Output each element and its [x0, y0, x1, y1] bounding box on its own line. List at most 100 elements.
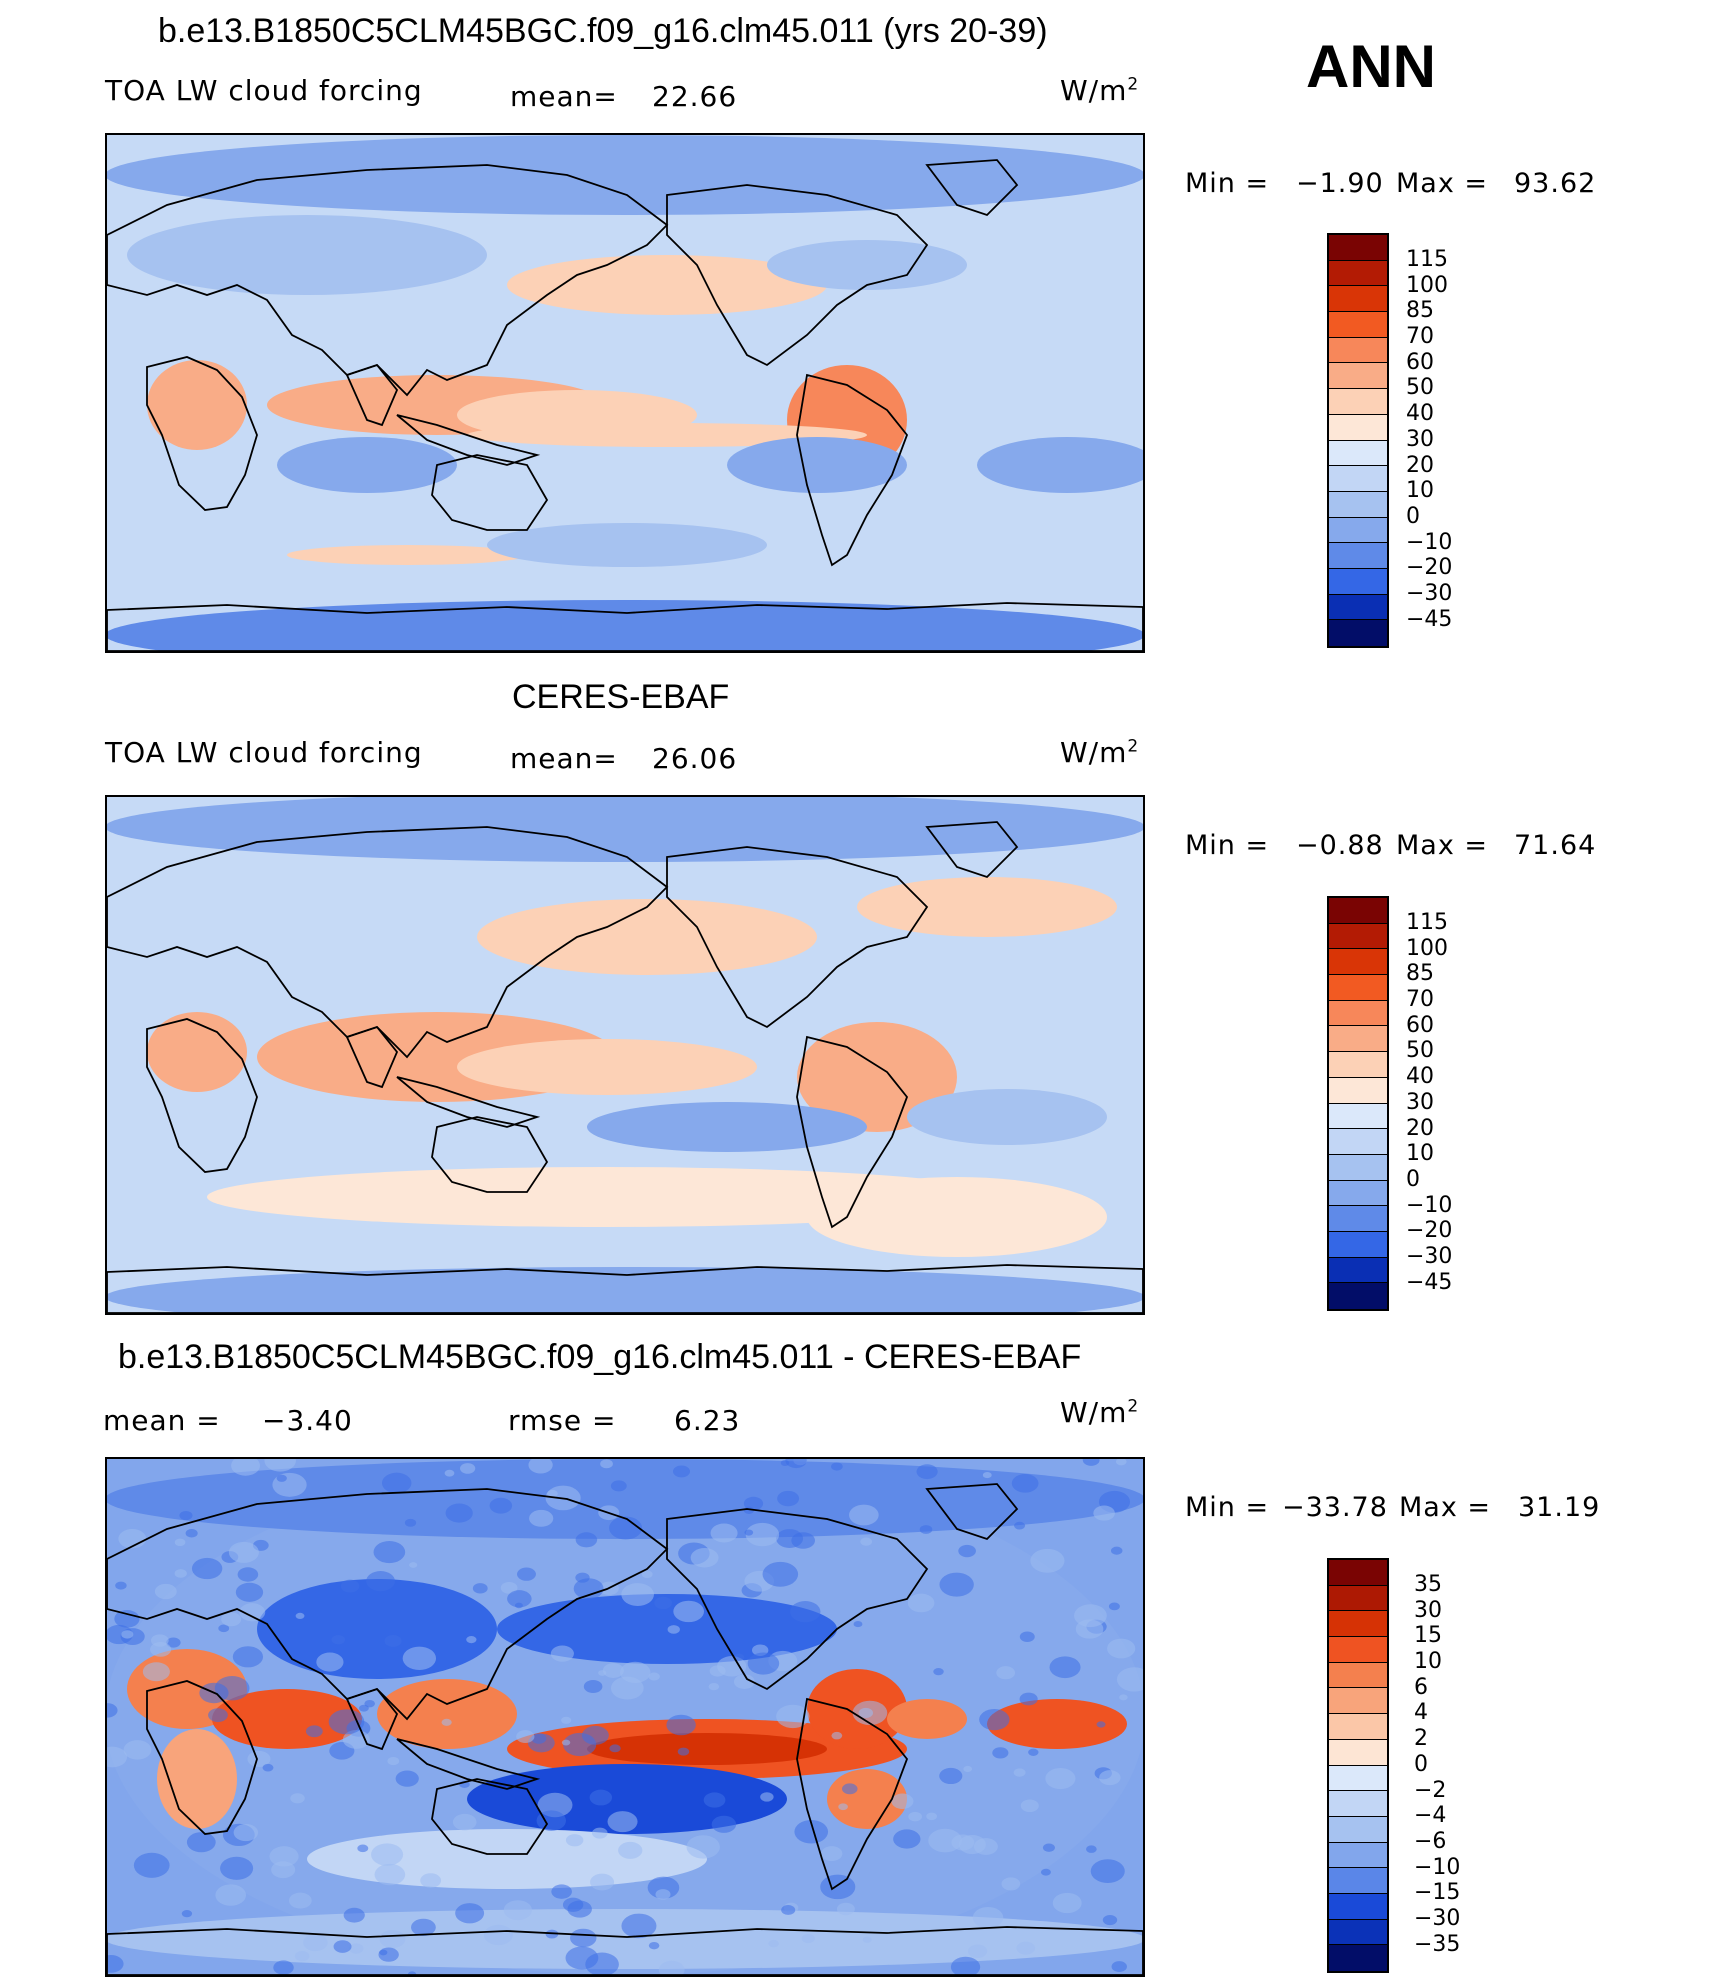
- field-contour: [1028, 1748, 1039, 1756]
- field-contour: [996, 1666, 1016, 1680]
- field-contour: [377, 1679, 517, 1749]
- field-contour: [231, 1459, 260, 1476]
- field-contour: [1020, 1799, 1039, 1813]
- field-contour: [838, 1803, 848, 1811]
- field-contour: [1030, 1548, 1065, 1573]
- field-contour: [887, 1699, 967, 1739]
- field-contour: [703, 1792, 726, 1808]
- colorbar-level-label: −45: [1406, 1269, 1453, 1295]
- panel1-max-value: 93.62: [1514, 168, 1597, 199]
- field-contour: [107, 1267, 1143, 1313]
- field-contour: [191, 1557, 223, 1580]
- panel2-colorbar: [1327, 896, 1389, 1311]
- panel2-mean-label: mean=: [510, 742, 618, 775]
- field-contour: [1096, 1721, 1106, 1728]
- field-contour: [621, 1913, 657, 1939]
- field-contour: [852, 1700, 888, 1726]
- field-contour: [710, 1523, 738, 1543]
- panel2-min-label: Min =: [1185, 830, 1270, 861]
- field-contour: [919, 1525, 933, 1534]
- field-contour: [273, 1960, 294, 1975]
- colorbar-swatch: [1329, 1791, 1387, 1817]
- field-contour: [303, 1933, 328, 1952]
- panel3-max-value: 31.19: [1518, 1492, 1601, 1523]
- panel2-units: W/m2: [1060, 736, 1140, 769]
- field-contour: [666, 1714, 696, 1736]
- field-contour: [727, 437, 907, 493]
- field-contour: [776, 1529, 804, 1548]
- field-contour: [857, 877, 1117, 937]
- field-contour: [1042, 1843, 1055, 1852]
- field-contour: [142, 1662, 170, 1682]
- field-contour: [647, 1876, 680, 1899]
- field-contour: [939, 1572, 974, 1597]
- field-contour: [963, 1765, 973, 1773]
- field-contour: [500, 1581, 518, 1594]
- coastline: [107, 1264, 1143, 1313]
- field-contour: [1019, 1692, 1038, 1706]
- field-contour: [1107, 1638, 1136, 1659]
- field-contour: [517, 1567, 536, 1581]
- field-contour: [154, 1583, 177, 1600]
- field-contour: [239, 1603, 266, 1622]
- field-contour: [371, 1843, 404, 1866]
- colorbar-swatch: [1329, 1739, 1387, 1766]
- field-contour: [233, 1823, 259, 1842]
- field-contour: [561, 1716, 572, 1724]
- field-contour: [893, 1829, 921, 1849]
- field-contour: [264, 1459, 296, 1472]
- coastline: [146, 356, 258, 511]
- field-contour: [147, 1012, 247, 1092]
- colorbar-swatch: [1329, 975, 1387, 1001]
- field-contour: [1001, 1877, 1021, 1891]
- colorbar-swatch: [1329, 620, 1387, 646]
- field-contour: [316, 1652, 344, 1672]
- coastline: [925, 1483, 1019, 1541]
- field-contour: [457, 1039, 757, 1095]
- field-contour: [619, 1661, 651, 1684]
- field-contour: [561, 1739, 571, 1746]
- colorbar-swatch: [1329, 517, 1387, 544]
- field-contour: [609, 1516, 643, 1540]
- field-contour: [409, 1562, 418, 1568]
- field-contour: [926, 1812, 938, 1821]
- colorbar-level-label: −30: [1414, 1905, 1461, 1931]
- coastline: [345, 1025, 399, 1089]
- field-contour: [618, 1841, 643, 1859]
- panel3-colorbar: [1327, 1558, 1389, 1973]
- coastline: [431, 454, 549, 531]
- field-contour: [207, 1167, 1007, 1227]
- field-contour: [747, 1652, 780, 1675]
- coastline: [796, 1035, 909, 1229]
- field-contour: [107, 135, 1143, 215]
- field-contour: [1016, 1941, 1036, 1955]
- field-contour: [1110, 1546, 1123, 1555]
- field-contour: [1111, 1961, 1127, 1972]
- panel1-max-label: Max =: [1396, 168, 1489, 199]
- field-contour: [107, 1459, 1143, 1539]
- season-label: ANN: [1306, 33, 1436, 100]
- field-contour: [1052, 1892, 1082, 1914]
- field-contour: [536, 1810, 566, 1831]
- field-contour: [452, 1813, 477, 1831]
- field-contour: [842, 1783, 858, 1795]
- field-contour: [607, 1811, 638, 1833]
- field-contour: [565, 1834, 584, 1847]
- colorbar-level-label: −4: [1414, 1803, 1447, 1829]
- field-contour: [123, 1740, 152, 1760]
- panel3-rmse-label: rmse =: [508, 1404, 617, 1437]
- field-contour: [591, 1827, 608, 1839]
- colorbar-level-label: 40: [1406, 401, 1434, 427]
- colorbar-level-label: 6: [1414, 1674, 1428, 1700]
- field-contour: [958, 1544, 976, 1558]
- colorbar-level-label: 4: [1414, 1700, 1428, 1726]
- field-contour: [570, 1928, 597, 1948]
- field-contour: [489, 1497, 513, 1514]
- field-contour: [441, 1718, 452, 1726]
- coastline: [107, 1926, 1143, 1975]
- panel3-title: b.e13.B1850C5CLM45BGC.f09_g16.clm45.011 …: [118, 1338, 1082, 1376]
- field-contour: [404, 1518, 417, 1527]
- field-contour: [247, 1750, 271, 1767]
- coastline: [146, 1018, 258, 1173]
- field-contour: [1011, 1473, 1039, 1493]
